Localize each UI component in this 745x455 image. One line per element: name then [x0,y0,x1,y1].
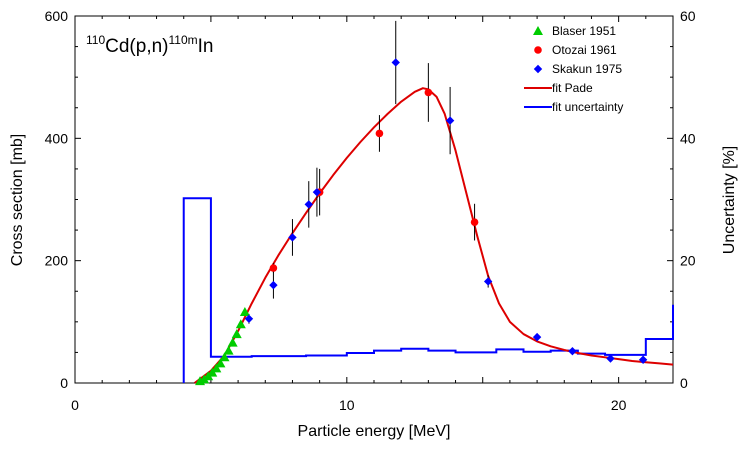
point-blaser-1951 [211,363,222,373]
reaction-target: Cd(p,n) [105,36,168,57]
y-tick-label: 0 [60,375,68,391]
plot-frame [74,15,674,384]
legend-label-fit-uncertainty: fit uncertainty [552,100,623,114]
point-skakun-1975 [269,280,278,290]
reaction-mass-b: 110m [169,33,198,47]
point-skakun-1975 [568,346,577,356]
point-blaser-1951 [239,307,250,317]
legend-swatch-blaser-1951 [533,26,543,35]
point-blaser-1951 [231,329,242,339]
y-tick-label: 400 [45,130,69,146]
point-blaser-1951 [235,319,246,329]
point-skakun-1975 [244,314,254,323]
reaction-product: In [198,36,214,57]
point-skakun-1975 [312,187,322,197]
fit-group [193,87,674,384]
point-skakun-1975 [638,355,648,364]
reaction-label: 110Cd(p,n)110mIn [86,33,214,57]
y2-tick-label: 60 [680,8,696,24]
reaction-mass-a: 110 [86,33,105,47]
legend-label-blaser-1951: Blaser 1951 [552,24,616,38]
point-skakun-1975 [483,277,493,286]
y-tick-label: 200 [45,253,69,269]
legend-swatch-otozai-1961 [534,46,542,54]
point-blaser-1951 [227,337,238,347]
point-otozai-1961 [375,129,384,138]
point-otozai-1961 [470,218,479,226]
point-skakun-1975 [532,332,542,342]
y-axis-title: Cross section [mb] [9,134,26,266]
point-skakun-1975 [606,354,615,363]
y2-tick-label: 20 [680,253,696,269]
point-skakun-1975 [391,58,400,67]
fit-pade-line [193,87,674,384]
y2-tick-label: 0 [680,375,688,391]
legend-label-otozai-1961: Otozai 1961 [552,43,617,57]
x-tick-label: 20 [611,397,627,413]
point-blaser-1951 [215,358,226,368]
point-skakun-1975 [445,116,455,125]
x-tick-label: 10 [339,397,355,413]
y2-tick-label: 40 [680,130,696,146]
point-skakun-1975 [304,200,313,209]
legend: Blaser 1951 Otozai 1961 Skakun 1975 fit Pad… [524,24,623,114]
legend-label-skakun-1975: Skakun 1975 [552,62,622,76]
x-tick-label: 0 [71,397,79,413]
point-skakun-1975 [288,233,297,242]
point-otozai-1961 [424,88,433,97]
y-tick-label: 600 [45,8,69,24]
point-blaser-1951 [219,352,230,362]
point-otozai-1961 [269,264,278,272]
legend-swatch-skakun-1975 [533,64,543,74]
legend-label-fit-pade: fit Pade [552,81,593,95]
y2-axis-title: Uncertainty [%] [721,146,738,254]
uncertainty-group [182,197,674,383]
x-axis-title: Particle energy [MeV] [298,423,451,440]
points-group [195,58,648,386]
uncertainty-line [182,197,674,383]
point-blaser-1951 [223,345,234,355]
